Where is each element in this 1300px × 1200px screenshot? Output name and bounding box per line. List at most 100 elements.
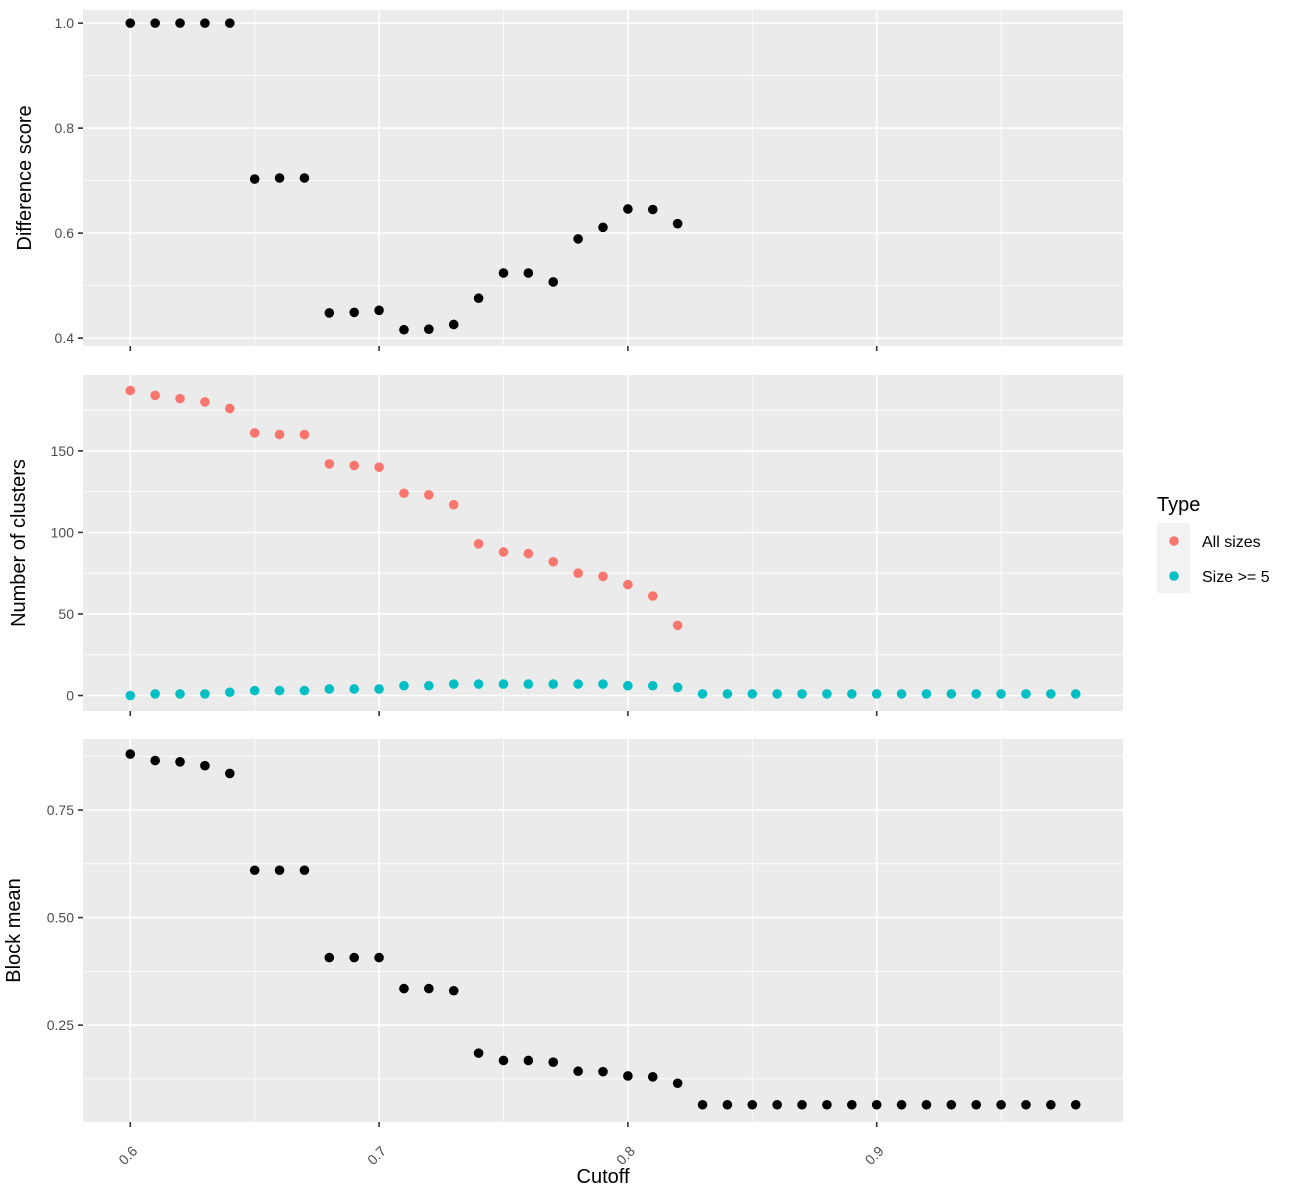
data-point <box>623 579 633 590</box>
data-point <box>448 679 459 689</box>
data-point <box>424 490 434 500</box>
y-tick-label: 0.25 <box>47 1017 74 1033</box>
data-point <box>473 1048 484 1058</box>
y-tick-label: 0.4 <box>55 330 75 346</box>
data-point <box>871 1099 882 1110</box>
legend-key-size-ge-5 <box>1169 571 1179 581</box>
data-point <box>647 1072 658 1082</box>
data-point <box>623 680 633 691</box>
data-point <box>772 689 782 699</box>
data-point <box>946 689 957 699</box>
data-point <box>224 18 235 28</box>
data-point <box>200 18 210 28</box>
legend-title: Type <box>1157 494 1200 516</box>
data-point <box>523 1055 534 1066</box>
series-1 <box>125 749 1081 1110</box>
data-point <box>971 1099 982 1110</box>
data-point <box>349 952 359 963</box>
data-point <box>647 680 658 691</box>
data-point <box>1046 689 1056 699</box>
y-tick-label: 0 <box>66 688 74 704</box>
data-point <box>847 1099 857 1110</box>
data-point <box>847 689 857 699</box>
data-point <box>175 393 185 404</box>
data-point <box>299 173 310 183</box>
data-point <box>249 865 260 876</box>
series-all-sizes <box>125 385 683 631</box>
data-point <box>672 682 683 693</box>
data-point <box>324 308 335 318</box>
y-tick-label: 0.50 <box>47 910 74 926</box>
panel-background <box>83 375 1123 711</box>
data-point <box>672 620 683 631</box>
data-point <box>150 689 160 699</box>
data-point <box>249 685 260 696</box>
data-point <box>473 679 484 689</box>
data-point <box>448 985 459 996</box>
data-point <box>548 679 559 689</box>
data-point <box>573 568 583 578</box>
y-tick-label: 0.75 <box>47 802 74 818</box>
data-point <box>548 277 559 287</box>
x-tick-label: 0.9 <box>862 1143 887 1168</box>
data-point <box>523 268 534 278</box>
data-point <box>473 293 484 304</box>
data-point <box>797 689 807 699</box>
data-point <box>299 429 310 440</box>
y-tick-label: 150 <box>51 443 75 459</box>
data-point <box>125 749 136 759</box>
data-point <box>399 488 409 499</box>
data-point <box>424 983 434 994</box>
data-point <box>1070 1099 1081 1110</box>
data-point <box>1021 689 1031 699</box>
x-tick-label: 0.7 <box>364 1143 389 1168</box>
data-point <box>224 403 235 414</box>
data-point <box>946 1099 957 1110</box>
data-point <box>274 865 285 876</box>
data-point <box>548 556 559 567</box>
data-point <box>598 679 608 689</box>
data-point <box>299 685 310 696</box>
legend-label-all-sizes: All sizes <box>1202 534 1261 551</box>
data-point <box>498 547 509 557</box>
data-point <box>125 18 136 28</box>
y-tick-label: 50 <box>58 606 74 622</box>
data-point <box>349 460 359 471</box>
data-point <box>125 690 136 701</box>
data-point <box>573 679 583 689</box>
data-point <box>822 1099 832 1110</box>
y-tick-label: 0.6 <box>55 225 75 241</box>
series-1 <box>125 18 683 335</box>
data-point <box>349 307 359 318</box>
data-point <box>822 689 832 699</box>
y-tick-label: 1.0 <box>55 15 75 31</box>
data-point <box>598 571 608 582</box>
panel-2: 0 50 100 150 Number of clusters <box>8 375 1123 716</box>
data-point <box>1021 1099 1031 1110</box>
data-point <box>349 684 359 694</box>
data-point <box>573 1066 583 1077</box>
data-point <box>623 204 633 214</box>
data-point <box>498 268 509 278</box>
data-point <box>399 983 409 994</box>
data-point <box>200 760 210 771</box>
data-point <box>424 324 434 335</box>
y-tick-label: 0.8 <box>55 120 75 136</box>
data-point <box>224 768 235 779</box>
data-point <box>399 324 409 335</box>
data-point <box>672 218 683 229</box>
data-point <box>921 1099 932 1110</box>
data-point <box>274 173 285 183</box>
legend-key-all-sizes <box>1169 536 1179 546</box>
y-axis-title: Block mean <box>3 878 25 983</box>
y-axis-title: Difference score <box>14 105 36 250</box>
data-point <box>921 689 932 699</box>
data-point <box>1046 1099 1056 1110</box>
data-point <box>374 462 384 472</box>
data-point <box>697 689 708 699</box>
data-point <box>548 1057 559 1067</box>
data-point <box>125 385 136 396</box>
data-point <box>896 1099 907 1110</box>
data-point <box>523 679 534 689</box>
